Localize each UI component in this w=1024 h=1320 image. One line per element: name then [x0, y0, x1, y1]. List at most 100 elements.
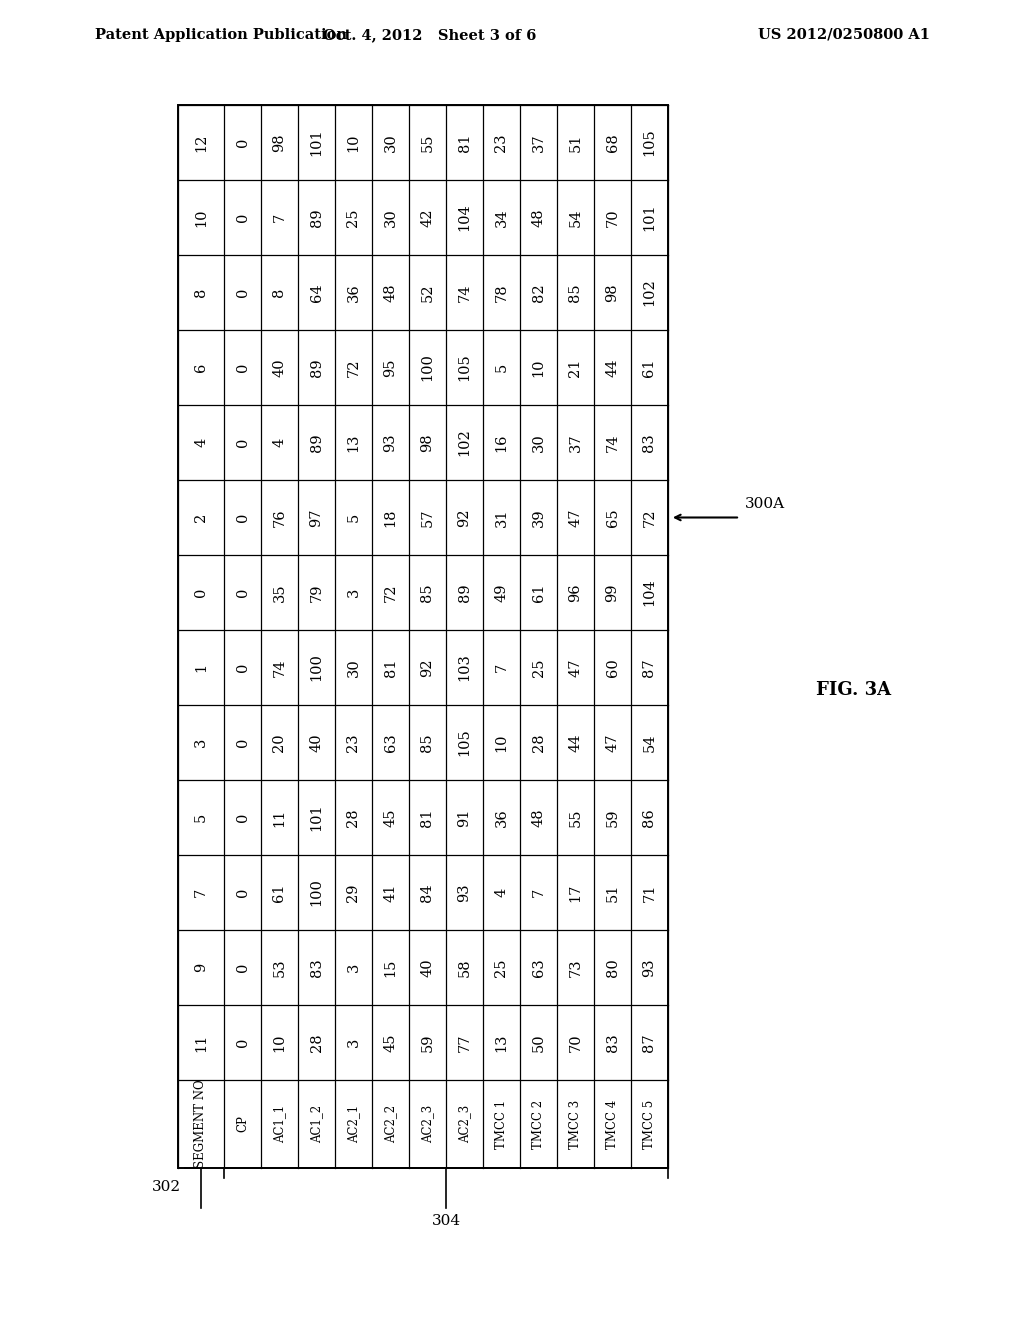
Text: 85: 85 [421, 733, 434, 752]
Text: 0: 0 [236, 137, 250, 148]
Text: 7: 7 [495, 663, 509, 672]
Text: 61: 61 [531, 583, 546, 602]
Text: 28: 28 [309, 1034, 324, 1052]
Text: 21: 21 [568, 358, 583, 376]
Text: 36: 36 [495, 808, 509, 826]
Text: 81: 81 [384, 659, 397, 677]
Text: 68: 68 [605, 133, 620, 152]
Text: 83: 83 [642, 433, 656, 451]
Text: 39: 39 [531, 508, 546, 527]
Text: 13: 13 [495, 1034, 509, 1052]
Text: 11: 11 [272, 808, 287, 826]
Text: 5: 5 [495, 363, 509, 372]
Text: 15: 15 [384, 958, 397, 977]
Text: TMCC 2: TMCC 2 [532, 1100, 545, 1148]
Text: 35: 35 [272, 583, 287, 602]
Text: 0: 0 [236, 738, 250, 747]
Text: 0: 0 [236, 288, 250, 297]
Text: 44: 44 [605, 358, 620, 376]
Text: 72: 72 [384, 583, 397, 602]
Text: 41: 41 [384, 883, 397, 902]
Text: 70: 70 [605, 209, 620, 227]
Text: 80: 80 [605, 958, 620, 977]
Text: 25: 25 [495, 958, 509, 977]
Text: 55: 55 [568, 808, 583, 826]
Text: 12: 12 [194, 133, 208, 152]
Text: 89: 89 [458, 583, 471, 602]
Text: 60: 60 [605, 659, 620, 677]
Text: 101: 101 [309, 804, 324, 832]
Text: 93: 93 [642, 958, 656, 977]
Text: 48: 48 [531, 808, 546, 826]
Text: 36: 36 [346, 282, 360, 302]
Text: 10: 10 [194, 209, 208, 227]
Text: 28: 28 [346, 808, 360, 826]
Text: 34: 34 [495, 209, 509, 227]
Text: 45: 45 [384, 808, 397, 826]
Text: 48: 48 [531, 209, 546, 227]
Text: 0: 0 [236, 587, 250, 597]
Text: 102: 102 [642, 279, 656, 306]
Text: 0: 0 [236, 213, 250, 222]
Text: 55: 55 [421, 133, 434, 152]
Text: 87: 87 [642, 1034, 656, 1052]
Text: 47: 47 [568, 508, 583, 527]
Text: 104: 104 [458, 203, 471, 231]
Text: 95: 95 [384, 358, 397, 376]
Text: TMCC 3: TMCC 3 [569, 1100, 582, 1148]
Text: 25: 25 [531, 659, 546, 677]
Text: 101: 101 [309, 128, 324, 156]
Text: 0: 0 [236, 438, 250, 447]
Text: 59: 59 [605, 808, 620, 826]
Text: 0: 0 [236, 962, 250, 973]
Text: 48: 48 [384, 284, 397, 302]
Text: 3: 3 [346, 587, 360, 597]
Text: 302: 302 [152, 1180, 181, 1195]
Text: 98: 98 [605, 284, 620, 302]
Text: 51: 51 [568, 133, 583, 152]
Text: US 2012/0250800 A1: US 2012/0250800 A1 [758, 28, 930, 42]
Text: 58: 58 [458, 958, 471, 977]
Text: 30: 30 [531, 433, 546, 451]
Text: 47: 47 [568, 659, 583, 677]
Text: 98: 98 [421, 433, 434, 451]
Text: 86: 86 [642, 808, 656, 826]
Text: 23: 23 [346, 733, 360, 752]
Text: 105: 105 [458, 354, 471, 381]
Text: 105: 105 [642, 128, 656, 156]
Text: 0: 0 [236, 663, 250, 672]
Text: 3: 3 [346, 962, 360, 973]
Text: 54: 54 [642, 733, 656, 752]
Text: 97: 97 [309, 508, 324, 527]
Text: 0: 0 [236, 363, 250, 372]
Text: 31: 31 [495, 508, 509, 527]
Text: 5: 5 [194, 813, 208, 822]
Text: FIG. 3A: FIG. 3A [816, 681, 892, 698]
Text: AC2_1: AC2_1 [347, 1105, 360, 1143]
Text: 10: 10 [531, 358, 546, 376]
Text: 65: 65 [605, 508, 620, 527]
Text: 72: 72 [642, 508, 656, 527]
Text: 102: 102 [458, 429, 471, 457]
Text: 8: 8 [194, 288, 208, 297]
Text: 92: 92 [458, 508, 471, 527]
Text: 54: 54 [568, 209, 583, 227]
Text: 8: 8 [272, 288, 287, 297]
Text: 30: 30 [346, 659, 360, 677]
Text: Oct. 4, 2012   Sheet 3 of 6: Oct. 4, 2012 Sheet 3 of 6 [324, 28, 537, 42]
Text: 304: 304 [431, 1214, 461, 1228]
Text: 3: 3 [346, 1038, 360, 1047]
Text: SEGMENT NO: SEGMENT NO [195, 1080, 208, 1168]
Text: 81: 81 [458, 133, 471, 152]
Text: 40: 40 [309, 733, 324, 752]
Text: 3: 3 [194, 738, 208, 747]
Text: 30: 30 [384, 209, 397, 227]
Text: 7: 7 [272, 213, 287, 222]
Text: 63: 63 [384, 733, 397, 752]
Text: 0: 0 [194, 587, 208, 597]
Text: 83: 83 [605, 1034, 620, 1052]
Text: 53: 53 [272, 958, 287, 977]
Text: 0: 0 [236, 888, 250, 898]
Text: 4: 4 [272, 438, 287, 447]
Text: 50: 50 [531, 1034, 546, 1052]
